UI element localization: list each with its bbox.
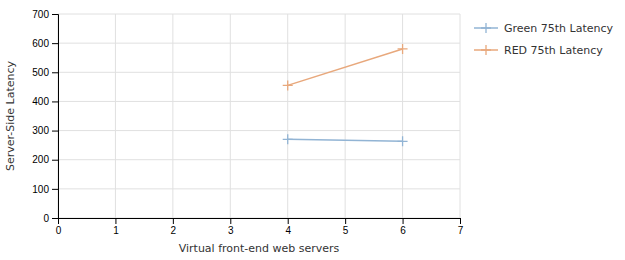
y-axis-title: Server-Side Latency	[4, 60, 17, 171]
tick-mark	[115, 218, 116, 224]
grid-line-y	[58, 101, 460, 102]
tick-label: 4	[285, 225, 291, 236]
legend-marker	[481, 23, 491, 33]
tick-mark	[52, 101, 58, 102]
axis-domain	[52, 15, 59, 219]
tick-mark	[403, 218, 404, 224]
tick: 200	[32, 154, 58, 165]
tick: 500	[32, 67, 58, 78]
tick: 1	[113, 218, 119, 236]
x-axis: 0 1 2 3 4 5 6 7	[56, 218, 464, 236]
legend-label: Green 75th Latency	[504, 22, 614, 35]
tick-label: 3	[228, 225, 234, 236]
point-marker	[283, 80, 293, 90]
marks	[283, 44, 408, 146]
tick: 0	[43, 213, 58, 224]
tick-mark	[52, 189, 58, 190]
tick: 2	[171, 218, 177, 236]
tick-label: 100	[32, 184, 49, 195]
tick-mark	[230, 218, 231, 224]
tick-mark	[52, 72, 58, 73]
grid-line-y	[58, 159, 460, 160]
grid-line-y	[58, 14, 460, 15]
tick-mark	[52, 14, 58, 15]
grid-line-y	[58, 72, 460, 73]
tick-label: 2	[171, 225, 177, 236]
point-marker	[398, 44, 408, 54]
tick-mark	[52, 218, 58, 219]
tick-label: 0	[43, 213, 49, 224]
tick-mark	[52, 131, 58, 132]
grid-line-y	[58, 188, 460, 189]
tick: 6	[400, 218, 406, 236]
tick-mark	[173, 218, 174, 224]
tick: 7	[458, 218, 464, 236]
grid-line-y	[58, 43, 460, 44]
tick-mark	[460, 218, 461, 224]
tick-label: 700	[32, 9, 49, 20]
point-marker	[283, 134, 293, 144]
tick-mark	[288, 218, 289, 224]
axis-domain	[59, 219, 461, 225]
tick: 600	[32, 38, 58, 49]
tick: 700	[32, 9, 58, 20]
tick: 100	[32, 184, 58, 195]
tick-label: 300	[32, 125, 49, 136]
tick-mark	[52, 43, 58, 44]
point-marker	[398, 136, 408, 146]
tick-label: 600	[32, 38, 49, 49]
chart: 0 1 2 3 4 5 6 7 0 100 200 300 400 500 600 700 Virtual fr…	[0, 0, 625, 260]
series-line	[288, 139, 403, 141]
grid-line-x	[460, 14, 461, 218]
grid-line-x	[172, 14, 173, 218]
plot: 0 1 2 3 4 5 6 7 0 100 200 300 400 500 600 700	[32, 9, 463, 236]
grid-line-x	[230, 14, 231, 218]
tick-label: 500	[32, 67, 49, 78]
legend: Green 75th Latency RED 75th Latency	[474, 22, 614, 57]
grid-line-y	[58, 130, 460, 131]
grid	[58, 14, 460, 218]
y-axis: 0 100 200 300 400 500 600 700	[32, 9, 58, 224]
grid-line-x	[287, 14, 288, 218]
legend-item: RED 75th Latency	[474, 44, 603, 57]
tick: 300	[32, 125, 58, 136]
legend-label: RED 75th Latency	[504, 44, 603, 57]
tick-mark	[52, 160, 58, 161]
tick-mark	[345, 218, 346, 224]
tick: 0	[56, 218, 62, 236]
tick-label: 5	[343, 225, 349, 236]
tick-label: 6	[400, 225, 406, 236]
tick: 3	[228, 218, 234, 236]
grid-line-x	[345, 14, 346, 218]
series-line	[288, 49, 403, 85]
grid-line-x	[115, 14, 116, 218]
legend-item: Green 75th Latency	[474, 22, 614, 35]
tick: 5	[343, 218, 349, 236]
tick-label: 0	[56, 225, 62, 236]
tick-label: 400	[32, 96, 49, 107]
tick-label: 200	[32, 154, 49, 165]
tick-label: 1	[113, 225, 119, 236]
tick: 400	[32, 96, 58, 107]
tick-label: 7	[458, 225, 464, 236]
tick: 4	[285, 218, 291, 236]
x-axis-title: Virtual front-end web servers	[179, 242, 340, 255]
legend-marker	[481, 45, 491, 55]
